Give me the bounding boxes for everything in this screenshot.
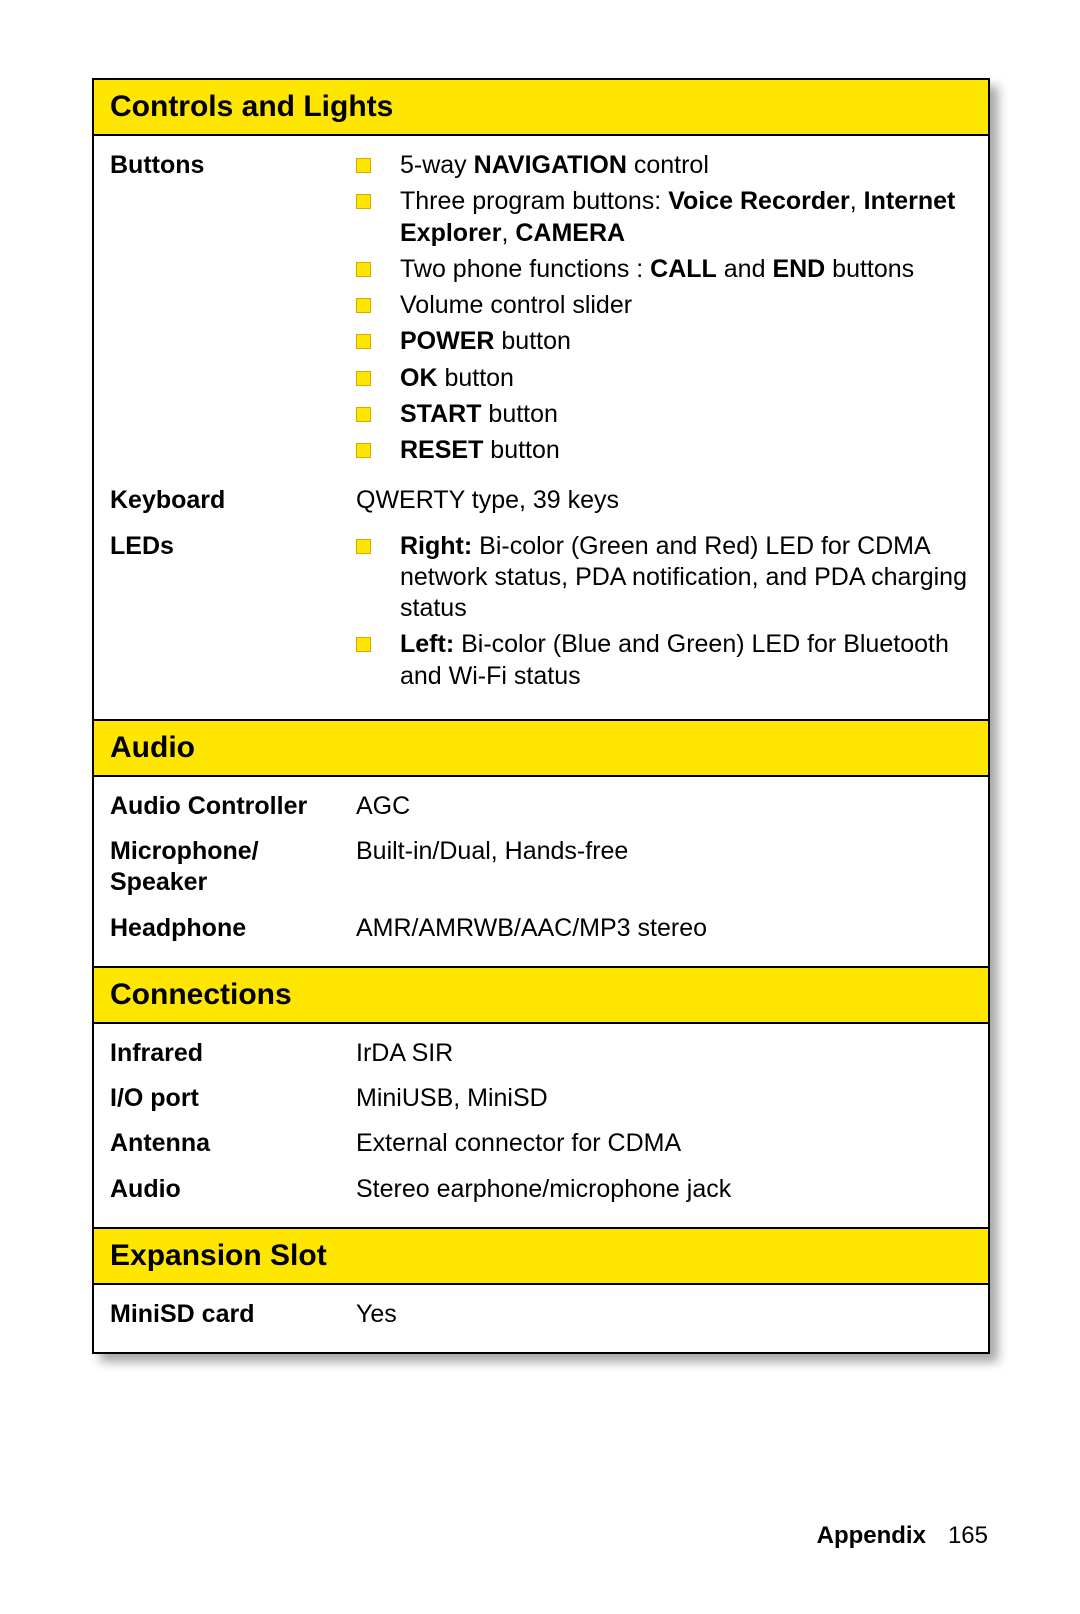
value-headphone: AMR/AMRWB/AAC/MP3 stereo [356,913,972,944]
label-leds: LEDs [110,531,356,562]
row-keyboard: Keyboard QWERTY type, 39 keys [110,479,972,524]
row-mic-speaker: Microphone/ Speaker Built-in/Dual, Hands… [110,830,972,907]
bullet-item: Two phone functions : CALL and END butto… [356,254,972,285]
footer-page-number: 165 [948,1522,988,1549]
section-body-audio: Audio Controller AGC Microphone/ Speaker… [94,777,988,966]
value-minisd: Yes [356,1299,972,1330]
value-io-port: MiniUSB, MiniSD [356,1083,972,1114]
label-infrared: Infrared [110,1038,356,1069]
value-mic-speaker: Built-in/Dual, Hands-free [356,836,972,867]
value-audio-conn: Stereo earphone/microphone jack [356,1174,972,1205]
label-mic-speaker: Microphone/ Speaker [110,836,356,899]
section-body-controls-lights: Buttons 5-way NAVIGATION control Three p… [94,136,988,719]
bullet-item: Volume control slider [356,290,972,321]
value-infrared: IrDA SIR [356,1038,972,1069]
bullet-item: Right: Bi-color (Green and Red) LED for … [356,531,972,625]
section-header-expansion: Expansion Slot [94,1227,988,1285]
text: Volume control slider [400,291,632,319]
text: button [481,400,557,428]
text-bold: NAVIGATION [474,151,627,179]
text-bold: END [772,255,825,283]
text: Three program buttons: [400,187,668,215]
text: button [438,364,514,392]
value-audio-controller: AGC [356,791,972,822]
text-bold: CALL [650,255,717,283]
label-headphone: Headphone [110,913,356,944]
section-header-audio: Audio [94,719,988,777]
label-audio-controller: Audio Controller [110,791,356,822]
text: buttons [825,255,914,283]
text-bold: Left: [400,630,454,658]
footer-title: Appendix [817,1522,926,1549]
bullet-item: 5-way NAVIGATION control [356,150,972,181]
row-minisd: MiniSD card Yes [110,1293,972,1338]
row-audio-conn: Audio Stereo earphone/microphone jack [110,1168,972,1213]
row-buttons: Buttons 5-way NAVIGATION control Three p… [110,144,972,479]
label-minisd: MiniSD card [110,1299,356,1330]
text-bold: OK [400,364,438,392]
row-audio-controller: Audio Controller AGC [110,785,972,830]
value-keyboard: QWERTY type, 39 keys [356,485,972,516]
text: button [494,327,570,355]
row-io-port: I/O port MiniUSB, MiniSD [110,1077,972,1122]
bullet-list-leds: Right: Bi-color (Green and Red) LED for … [356,531,972,692]
bullet-item: OK button [356,363,972,394]
label-antenna: Antenna [110,1128,356,1159]
section-header-controls-lights: Controls and Lights [94,80,988,136]
section-header-connections: Connections [94,966,988,1024]
text-bold: CAMERA [515,219,625,247]
text: , [850,187,864,215]
label-audio-conn: Audio [110,1174,356,1205]
row-antenna: Antenna External connector for CDMA [110,1122,972,1167]
text: , [501,219,515,247]
text: Bi-color (Green and Red) LED for CDMA ne… [400,532,967,623]
text: Two phone functions : [400,255,650,283]
row-infrared: Infrared IrDA SIR [110,1032,972,1077]
bullet-item: Left: Bi-color (Blue and Green) LED for … [356,629,972,692]
page: Controls and Lights Buttons 5-way NAVIGA… [0,0,1080,1354]
bullet-item: POWER button [356,326,972,357]
text: control [627,151,709,179]
spec-table: Controls and Lights Buttons 5-way NAVIGA… [92,78,990,1354]
text-bold: RESET [400,436,483,464]
section-body-connections: Infrared IrDA SIR I/O port MiniUSB, Mini… [94,1024,988,1227]
text: and [717,255,773,283]
bullet-list-buttons: 5-way NAVIGATION control Three program b… [356,150,972,466]
text: button [483,436,559,464]
bullet-item: Three program buttons: Voice Recorder, I… [356,186,972,249]
row-leds: LEDs Right: Bi-color (Green and Red) LED… [110,525,972,705]
label-buttons: Buttons [110,150,356,181]
text-bold: START [400,400,481,428]
page-footer: Appendix 165 [817,1522,988,1550]
value-leds: Right: Bi-color (Green and Red) LED for … [356,531,972,697]
text-bold: Voice Recorder [668,187,850,215]
section-body-expansion: MiniSD card Yes [94,1285,988,1352]
text-bold: Right: [400,532,472,560]
value-buttons: 5-way NAVIGATION control Three program b… [356,150,972,471]
bullet-item: RESET button [356,435,972,466]
row-headphone: Headphone AMR/AMRWB/AAC/MP3 stereo [110,907,972,952]
bullet-item: START button [356,399,972,430]
text-bold: POWER [400,327,494,355]
value-antenna: External connector for CDMA [356,1128,972,1159]
text: 5-way [400,151,474,179]
label-keyboard: Keyboard [110,485,356,516]
text: Bi-color (Blue and Green) LED for Blueto… [400,630,949,689]
label-io-port: I/O port [110,1083,356,1114]
